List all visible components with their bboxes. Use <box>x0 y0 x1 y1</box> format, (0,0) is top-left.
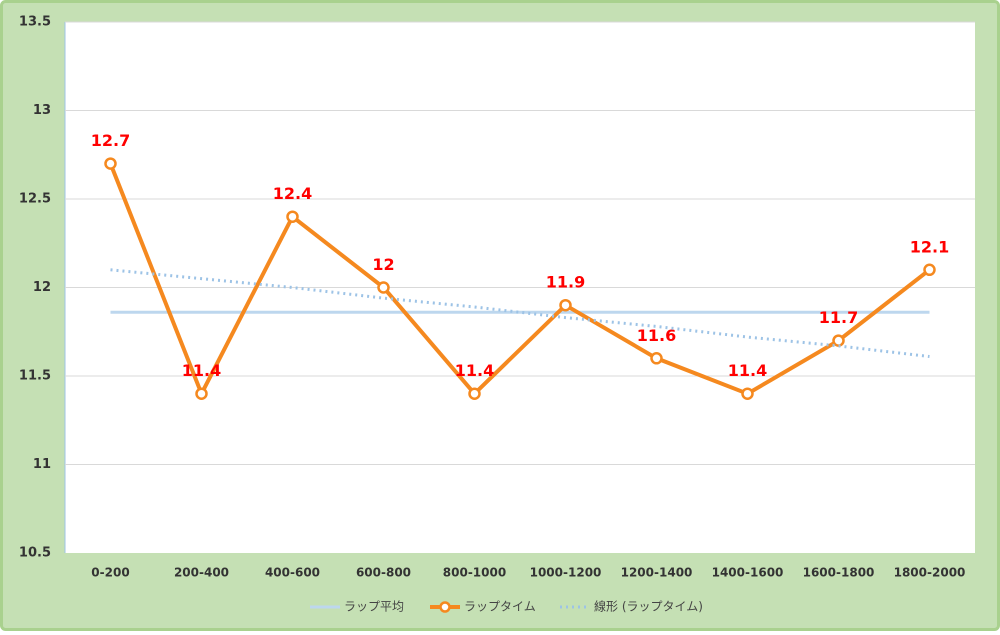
x-tick-label: 800-1000 <box>443 566 506 580</box>
data-label: 12.7 <box>91 131 130 150</box>
data-label: 12 <box>372 255 394 274</box>
data-label: 11.6 <box>637 326 676 345</box>
y-tick-label: 13.5 <box>19 15 51 30</box>
y-tick-label: 10.5 <box>19 546 51 561</box>
point <box>832 334 845 347</box>
x-tick-label: 1800-2000 <box>894 566 966 580</box>
series-line <box>108 162 931 399</box>
y-tick-label: 11.5 <box>19 369 51 384</box>
point <box>559 298 572 312</box>
x-tick-label: 200-400 <box>174 566 229 580</box>
data-label: 11.4 <box>728 361 767 380</box>
x-tick-label: 600-800 <box>356 566 411 580</box>
point <box>923 263 936 277</box>
y-tick-label: 12.5 <box>19 192 51 207</box>
y-tick-label: 12 <box>33 280 51 295</box>
point <box>104 157 117 170</box>
legend-label: 線形 (ラップタイム) <box>594 599 703 614</box>
point <box>650 352 663 365</box>
data-label: 11.4 <box>455 361 494 380</box>
point <box>468 387 481 400</box>
point <box>195 387 208 400</box>
data-label: 12.1 <box>910 237 949 256</box>
point <box>286 210 299 223</box>
x-tick-label: 400-600 <box>265 566 320 580</box>
data-label: 11.9 <box>546 273 585 292</box>
legend-marker <box>439 601 451 613</box>
legend-label: ラップ平均 <box>344 600 404 614</box>
x-tick-label: 1200-1400 <box>621 566 693 580</box>
x-tick-label: 1000-1200 <box>530 566 602 580</box>
x-tick-label: 0-200 <box>91 566 129 580</box>
x-tick-label: 1600-1800 <box>803 566 875 580</box>
data-label: 11.7 <box>819 308 858 327</box>
point <box>377 281 390 294</box>
data-label: 11.4 <box>182 361 221 380</box>
point <box>741 387 754 400</box>
y-tick-label: 11 <box>33 457 51 472</box>
y-tick-label: 13 <box>33 103 51 118</box>
x-tick-label: 1400-1600 <box>712 566 784 580</box>
data-label: 12.4 <box>273 184 312 203</box>
legend-label: ラップタイム <box>464 600 536 614</box>
